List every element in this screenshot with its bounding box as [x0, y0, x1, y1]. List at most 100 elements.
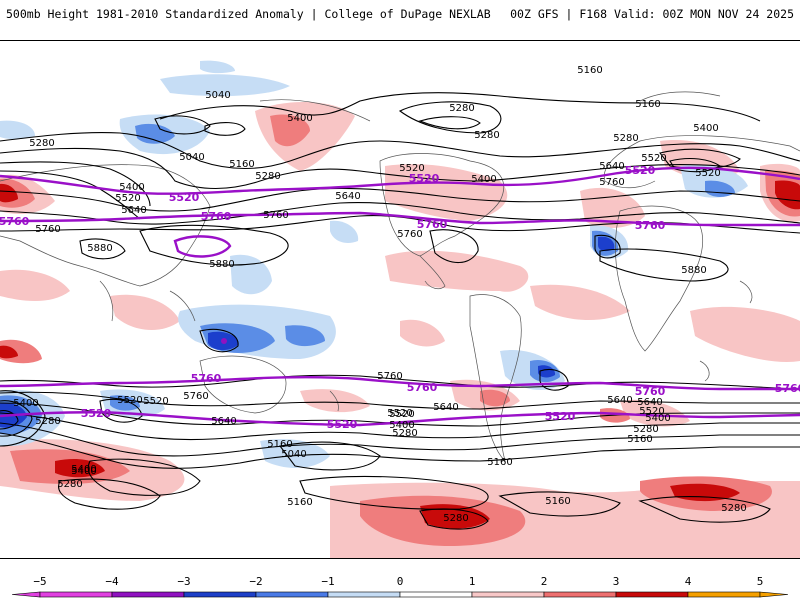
highlight-label: 5760	[417, 218, 448, 231]
highlight-label-group: 5520 5760 5520 5760 5760 5520 5760 5760 …	[0, 164, 800, 431]
positive-anomaly-dark	[0, 180, 800, 529]
highlight-label: 5760	[201, 210, 232, 223]
colorbar-segment	[399, 591, 473, 598]
contour-label-group: 5160 5160 5040 5280 5400 5280 5280 5400 …	[13, 65, 746, 524]
colorbar-segment	[687, 591, 761, 598]
contour-label: 5280	[443, 513, 468, 524]
contour-label: 5640	[211, 416, 236, 427]
contour-label: 5040	[205, 90, 230, 101]
highlight-label: 5760	[407, 381, 438, 394]
colorbar-arrow-left	[11, 591, 41, 598]
contour-label: 5760	[35, 224, 60, 235]
contour-label: 5280	[721, 503, 746, 514]
colorbar-tick-label: −2	[249, 575, 262, 588]
contour-label: 5280	[449, 103, 474, 114]
colorbar-tick-label: 3	[613, 575, 620, 588]
highlight-label: 5760	[775, 382, 800, 395]
contour-label: 5400	[693, 123, 718, 134]
contour-label: 5760	[263, 210, 288, 221]
highlight-label: 5520	[545, 410, 576, 423]
contour-label: 5520	[639, 406, 664, 417]
contour-label: 5640	[335, 191, 360, 202]
colorbar-tick-label: −3	[177, 575, 190, 588]
contour-label: 5760	[183, 391, 208, 402]
colorbar-tick-label: 4	[685, 575, 692, 588]
colorbar-segment	[39, 591, 113, 598]
contour-label: 5520	[399, 163, 424, 174]
contour-label: 5280	[35, 416, 60, 427]
contour-label: 5400	[13, 398, 38, 409]
colorbar-tick-label: 0	[397, 575, 404, 588]
highlight-label: 5520	[327, 418, 358, 431]
contour-label: 5280	[392, 428, 417, 439]
contour-label: 5520	[117, 395, 142, 406]
colorbar: −5 −4 −3 −2 −1 0 1 2 3 4 5	[0, 560, 800, 600]
highlight-label: 5760	[635, 385, 666, 398]
contour-label: 5760	[599, 177, 624, 188]
contour-label: 5040	[281, 449, 306, 460]
header: 500mb Height 1981-2010 Standardized Anom…	[0, 0, 800, 30]
colorbar-tick-label: −5	[33, 575, 46, 588]
highlight-label: 5760	[635, 219, 666, 232]
contour-label: 5280	[57, 479, 82, 490]
contour-label: 5160	[487, 457, 512, 468]
contour-label: 5520	[389, 409, 414, 420]
contour-label: 5640	[607, 395, 632, 406]
highlight-label: 5520	[81, 407, 112, 420]
colorbar-segment	[327, 591, 401, 598]
contour-label: 5160	[635, 99, 660, 110]
contour-label: 5880	[87, 243, 112, 254]
colorbar-arrow-right	[759, 591, 789, 598]
colorbar-tick-label: 2	[541, 575, 548, 588]
colorbar-segment	[183, 591, 257, 598]
contour-label: 5280	[613, 133, 638, 144]
contour-label: 5640	[637, 397, 662, 408]
contour-label: 5400	[389, 420, 414, 431]
colorbar-segment	[471, 591, 545, 598]
highlight-label: 5520	[169, 191, 200, 204]
contour-label: 5520	[641, 153, 666, 164]
colorbar-tick-label: 5	[757, 575, 764, 588]
highlight-label: 5760	[0, 215, 30, 228]
contour-label: 5160	[287, 497, 312, 508]
contour-label: 5880	[681, 265, 706, 276]
contour-label: 5760	[397, 229, 422, 240]
contour-label: 5160	[577, 65, 602, 76]
colorbar-segment	[111, 591, 185, 598]
height-contours	[0, 92, 800, 530]
contour-label: 5160	[229, 159, 254, 170]
contour-label: 5520	[115, 193, 140, 204]
highlight-label: 5520	[625, 164, 656, 177]
contour-label: 5400	[71, 466, 96, 477]
highlight-label: 5520	[409, 172, 440, 185]
contour-label: 5640	[433, 402, 458, 413]
contour-label: 5160	[267, 439, 292, 450]
colorbar-svg: −5 −4 −3 −2 −1 0 1 2 3 4 5	[11, 575, 789, 598]
contour-label: 5400	[645, 413, 670, 424]
contour-label: 5400	[471, 174, 496, 185]
contour-label: 5520	[695, 168, 720, 179]
contour-label: 5400	[119, 182, 144, 193]
contour-label: 5280	[255, 171, 280, 182]
colorbar-segment	[543, 591, 617, 598]
map-canvas: 5160 5160 5040 5280 5400 5280 5280 5400 …	[0, 60, 800, 558]
contour-label: 5640	[121, 205, 146, 216]
contour-label: 5760	[377, 371, 402, 382]
contour-label: 5280	[29, 138, 54, 149]
contour-label: 5520	[387, 408, 412, 419]
contour-label: 5280	[474, 130, 499, 141]
colorbar-segment	[615, 591, 689, 598]
contour-label: 5400	[71, 464, 96, 475]
contour-label: 5400	[287, 113, 312, 124]
anomaly-shading	[0, 60, 800, 558]
highlight-label: 5760	[191, 372, 222, 385]
colorbar-tick-label: −4	[105, 575, 119, 588]
contour-label: 5640	[599, 161, 624, 172]
contour-label: 5160	[545, 496, 570, 507]
contour-label: 5040	[179, 152, 204, 163]
contour-label: 5160	[627, 434, 652, 445]
colorbar-tick-label: −1	[321, 575, 334, 588]
colorbar-tick-label: 1	[469, 575, 476, 588]
contour-label: 5880	[209, 259, 234, 270]
contour-label: 5280	[633, 424, 658, 435]
